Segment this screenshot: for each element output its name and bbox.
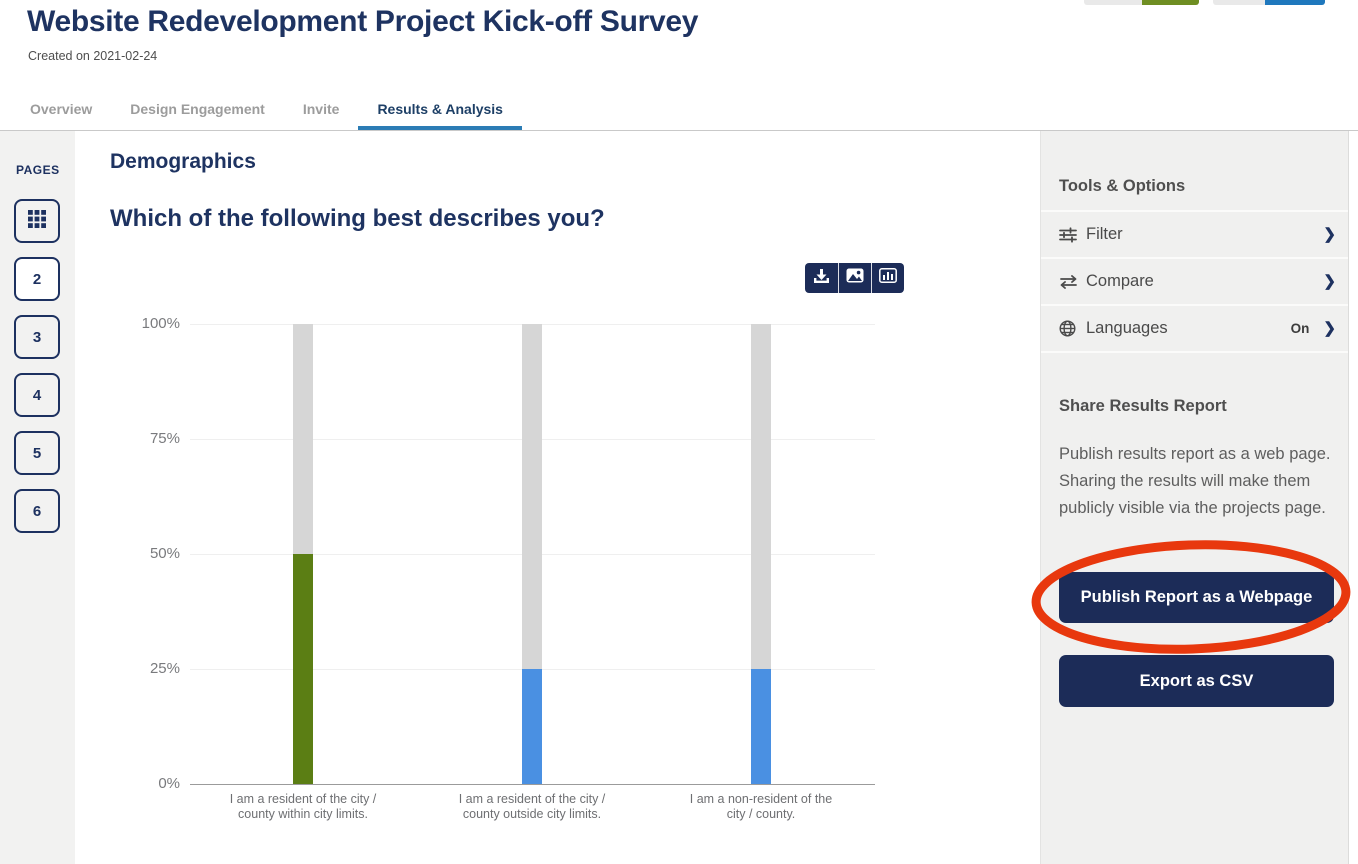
y-tick-50: 50% <box>149 545 180 562</box>
tools-item-label: Filter <box>1086 225 1123 243</box>
pages-label: PAGES <box>16 163 60 177</box>
image-icon <box>846 268 864 288</box>
bar-chart-button[interactable] <box>871 263 904 293</box>
x-axis-label-3: I am a non-resident of the city / county… <box>689 792 833 821</box>
page-title: Website Redevelopment Project Kick-off S… <box>27 5 699 38</box>
y-tick-75: 75% <box>149 430 180 447</box>
download-icon <box>813 268 830 289</box>
chevron-right-icon: ❯ <box>1323 273 1336 290</box>
section-title: Demographics <box>110 150 256 173</box>
tools-item-value: On <box>1290 321 1310 336</box>
chevron-right-icon: ❯ <box>1323 320 1336 337</box>
pill-segment-right <box>1265 0 1325 5</box>
tab-invite[interactable]: Invite <box>302 101 340 117</box>
created-date: Created on 2021-02-24 <box>28 49 158 63</box>
page-button-6[interactable]: 6 <box>14 489 60 533</box>
pill-segment-left <box>1084 0 1142 5</box>
bar-value-3 <box>751 669 771 784</box>
chevron-right-icon: ❯ <box>1323 226 1336 243</box>
share-report-title: Share Results Report <box>1059 397 1227 415</box>
globe-icon <box>1059 320 1079 337</box>
y-tick-25: 25% <box>149 660 180 677</box>
share-report-description: Publish results report as a web page. Sh… <box>1059 445 1331 517</box>
bar-value-2 <box>522 669 542 784</box>
bar-background <box>751 324 771 669</box>
export-csv-button[interactable]: Export as CSV <box>1059 655 1334 707</box>
download-button[interactable] <box>805 263 838 293</box>
bar-chart-icon <box>879 268 897 288</box>
chart-toolbar <box>805 263 904 293</box>
bar-background <box>522 324 542 669</box>
y-tick-0: 0% <box>158 775 180 792</box>
question-title: Which of the following best describes yo… <box>110 205 605 232</box>
compare-icon <box>1059 274 1079 289</box>
tools-divider <box>1041 351 1348 353</box>
page-button-4[interactable]: 4 <box>14 373 60 417</box>
header-divider <box>0 130 1358 131</box>
tab-overview[interactable]: Overview <box>30 101 93 117</box>
tools-item-languages[interactable]: Languages On ❯ <box>1041 304 1348 351</box>
x-axis-label-1: I am a resident of the city / county wit… <box>229 792 377 821</box>
tools-item-label: Languages <box>1086 319 1168 337</box>
filter-icon <box>1059 226 1079 243</box>
top-pill-1[interactable] <box>1084 0 1199 5</box>
tab-design-engagement[interactable]: Design Engagement <box>130 101 265 117</box>
tools-item-filter[interactable]: Filter ❯ <box>1041 210 1348 257</box>
tools-panel-title: Tools & Options <box>1059 177 1186 195</box>
tools-item-label: Compare <box>1086 272 1154 290</box>
grid-icon <box>27 209 47 233</box>
tools-panel: Tools & Options Filter ❯ Compare ❯ Languages… <box>1040 131 1349 864</box>
page-button-5[interactable]: 5 <box>14 431 60 475</box>
bar-value-1 <box>293 554 313 784</box>
top-pill-2[interactable] <box>1213 0 1325 5</box>
x-axis-label-2: I am a resident of the city / county out… <box>458 792 606 821</box>
bar-background <box>293 324 313 554</box>
pill-segment-right <box>1142 0 1199 5</box>
page-button-2[interactable]: 2 <box>14 257 60 301</box>
gridline-0 <box>190 784 875 785</box>
results-bar-chart: 100% 75% 50% 25% 0% I am a resident of the ci… <box>135 314 880 844</box>
tools-item-compare[interactable]: Compare ❯ <box>1041 257 1348 304</box>
tab-results-analysis[interactable]: Results & Analysis <box>358 101 522 130</box>
image-button[interactable] <box>838 263 871 293</box>
publish-report-button[interactable]: Publish Report as a Webpage <box>1059 572 1334 623</box>
page-button-3[interactable]: 3 <box>14 315 60 359</box>
pill-segment-left <box>1213 0 1265 5</box>
pages-sidebar: PAGES 2 3 4 5 6 <box>0 131 75 864</box>
page-button-all[interactable] <box>14 199 60 243</box>
y-tick-100: 100% <box>141 315 180 332</box>
tab-bar: Overview Design Engagement Invite Results &… <box>30 101 522 130</box>
